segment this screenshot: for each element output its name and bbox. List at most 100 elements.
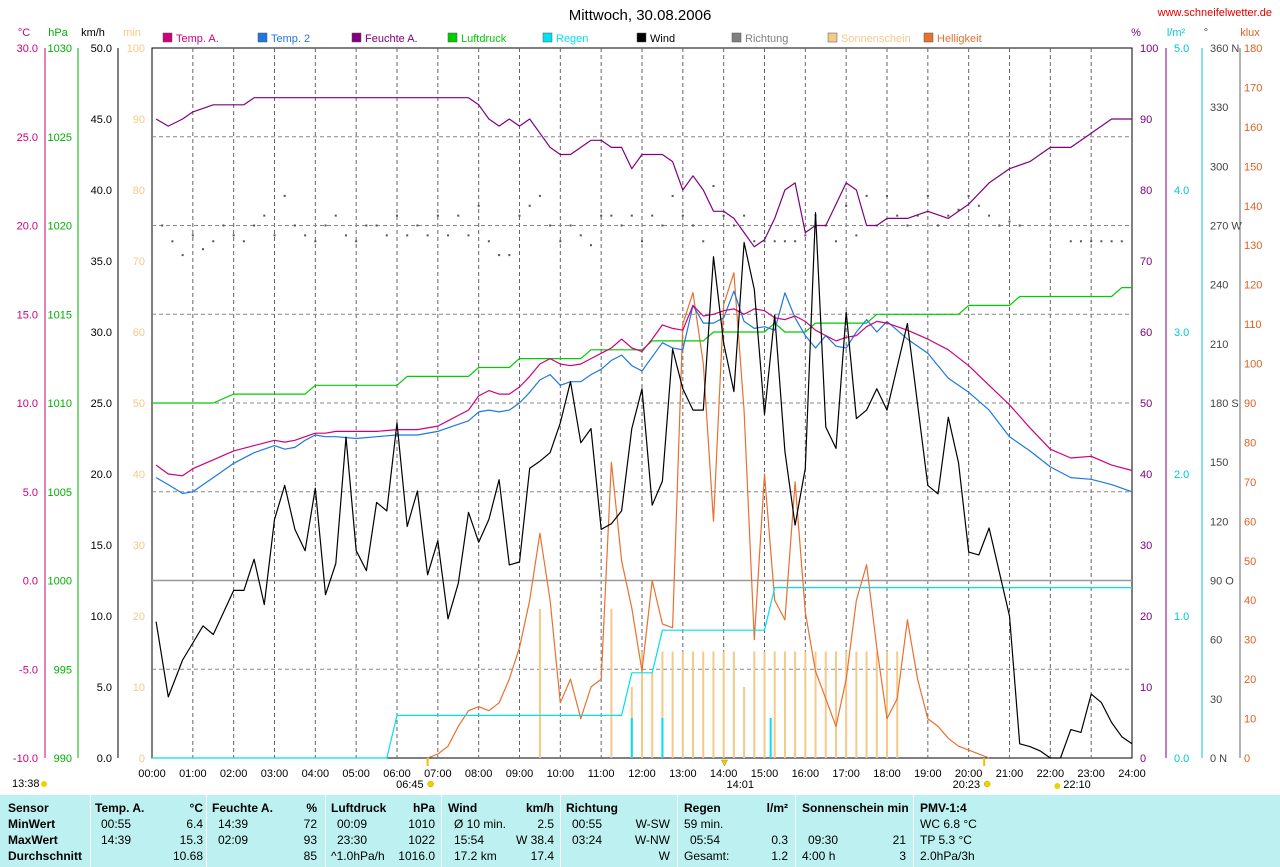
axis-unit-labels: °C hPa km/h min% l/m² ° klux (18, 27, 1260, 39)
right-axes: 10090807060504030201005.04.03.02.01.00.0… (1140, 43, 1262, 765)
stats-time: 02:09 (218, 833, 249, 847)
axis-tick-direction: 150 (1210, 457, 1228, 469)
stats-trend: ^1.0hPa/h (331, 849, 385, 863)
stats-value: W 38.4 (515, 833, 554, 847)
stats-row-label: MinWert (8, 817, 56, 831)
axis-tick-brightness: 10 (1244, 714, 1256, 726)
series-richtung-point (436, 214, 439, 217)
series-wind-line (155, 212, 1133, 759)
max-marker-icon (721, 759, 728, 767)
annotation-moon: 13:38 (12, 778, 40, 790)
stats-value: 17.4 (530, 849, 554, 863)
series-richtung-point (1090, 240, 1093, 243)
stats-row-label: Durchschnitt (8, 849, 83, 863)
stats-wind-header: Wind (448, 801, 478, 815)
stats-value: 15.3 (179, 833, 203, 847)
series-richtung-point (692, 224, 695, 227)
legend-label: Helligkeit (937, 33, 982, 45)
axis-tick-brightness: 110 (1244, 319, 1262, 331)
series-richtung-point (355, 240, 358, 243)
stats-temp: Temp. A. °C 00:55 6.4 14:39 15.3 10.68 (95, 795, 203, 867)
stats-value: 10.68 (172, 849, 203, 863)
stats-rain-header: Regen (684, 801, 721, 815)
axis-tick-sunshine: 80 (133, 185, 145, 197)
series-richtung-point (538, 194, 541, 197)
statistics-panel: Sensor MinWert MaxWert Durchschnitt Temp… (0, 795, 1280, 867)
legend-label: Sonnenschein (841, 33, 911, 45)
series-richtung-point (610, 214, 613, 217)
series-richtung-point (396, 214, 398, 217)
axis-tick-wind: 10.0 (91, 611, 112, 623)
series-richtung-point (998, 224, 1001, 227)
axis-tick-pressure: 995 (54, 664, 72, 676)
stats-windchill: WC 6.8 °C (920, 817, 977, 831)
stats-duration: 4:00 h (802, 849, 836, 863)
x-tick-label: 23:00 (1077, 768, 1105, 780)
axis-tick-brightness: 150 (1244, 161, 1262, 173)
series-richtung-point (375, 224, 378, 227)
legend-swatch (162, 32, 173, 43)
x-tick-label: 10:00 (547, 768, 575, 780)
x-tick-label: 22:00 (1037, 768, 1065, 780)
series-richtung-point (365, 224, 368, 227)
axis-tick-rain: 5.0 (1174, 43, 1189, 55)
series-richtung-point (804, 234, 807, 237)
axis-tick-brightness: 120 (1244, 280, 1262, 292)
axis-tick-brightness: 60 (1244, 516, 1256, 528)
axis-tick-sunshine: 100 (127, 43, 145, 55)
stats-pressure-header: Luftdruck (331, 801, 387, 815)
annotation-sunrise: 06:45 (396, 779, 424, 791)
series-richtung-point (977, 204, 980, 207)
axis-tick-pressure: 1025 (48, 132, 72, 144)
axis-tick-brightness: 160 (1244, 122, 1262, 134)
axis-tick-direction: 240 (1210, 280, 1228, 292)
axis-tick-sunshine: 10 (133, 682, 145, 694)
x-tick-label: 19:00 (914, 768, 942, 780)
axis-tick-brightness: 20 (1244, 674, 1256, 686)
sunset-icon (983, 780, 991, 788)
stats-pressure-trend: 2.0hPa/3h (920, 849, 975, 863)
stats-pmv: PMV-1:4 WC 6.8 °C TP 5.3 °C 2.0hPa/3h (920, 795, 1030, 867)
legend-swatch (351, 32, 362, 43)
legend-label: Temp. 2 (271, 33, 310, 45)
series-richtung-point (794, 240, 797, 243)
series-richtung-point (426, 234, 429, 237)
weather-chart: Mittwoch, 30.08.2006 www.schneifelwetter… (12, 7, 1272, 791)
stats-time: 05:54 (690, 833, 721, 847)
x-tick-label: 21:00 (996, 768, 1024, 780)
sunrise-icon (427, 780, 434, 788)
stats-time: 00:55 (572, 817, 603, 831)
annotation-sunset: 20:23 (953, 779, 981, 791)
x-tick-label: 18:00 (873, 768, 901, 780)
axis-unit-pressure: hPa (48, 27, 68, 39)
axis-tick-sunshine: 20 (133, 611, 145, 623)
series-richtung-point (171, 240, 174, 243)
axis-tick-humidity: 30 (1140, 540, 1152, 552)
axis-tick-pressure: 1015 (48, 309, 72, 321)
series-richtung-point (947, 214, 950, 217)
series-richtung-point (222, 224, 225, 227)
axis-tick-sunshine: 30 (133, 540, 145, 552)
stats-temp-header: Temp. A. (95, 801, 145, 815)
series-richtung-point (508, 254, 511, 257)
stats-wind: Wind km/h Ø 10 min. 2.5 15:54 W 38.4 17.… (448, 795, 554, 867)
axis-tick-wind: 5.0 (97, 682, 112, 694)
series-richtung-point (253, 224, 256, 227)
axis-unit-humidity: % (1131, 27, 1141, 39)
stats-sunshine-header: Sonnenschein min (802, 801, 909, 815)
stats-pmv-header: PMV-1:4 (920, 801, 967, 815)
series-richtung-point (304, 234, 307, 237)
axis-tick-humidity: 100 (1140, 43, 1158, 55)
axis-tick-pressure: 990 (54, 753, 72, 765)
x-tick-label: 12:00 (628, 768, 656, 780)
stats-time: 14:39 (218, 817, 249, 831)
series-richtung-point (1120, 240, 1123, 243)
stats-sensor-header: Sensor (8, 801, 49, 815)
series-richtung-point (1079, 240, 1082, 243)
axis-tick-temp: 15.0 (17, 309, 38, 321)
axis-tick-brightness: 90 (1244, 398, 1256, 410)
series-richtung-point (937, 224, 940, 227)
axis-tick-direction: 360 N (1210, 43, 1239, 55)
axis-tick-temp: -5.0 (19, 664, 38, 676)
axis-tick-brightness: 130 (1244, 240, 1262, 252)
